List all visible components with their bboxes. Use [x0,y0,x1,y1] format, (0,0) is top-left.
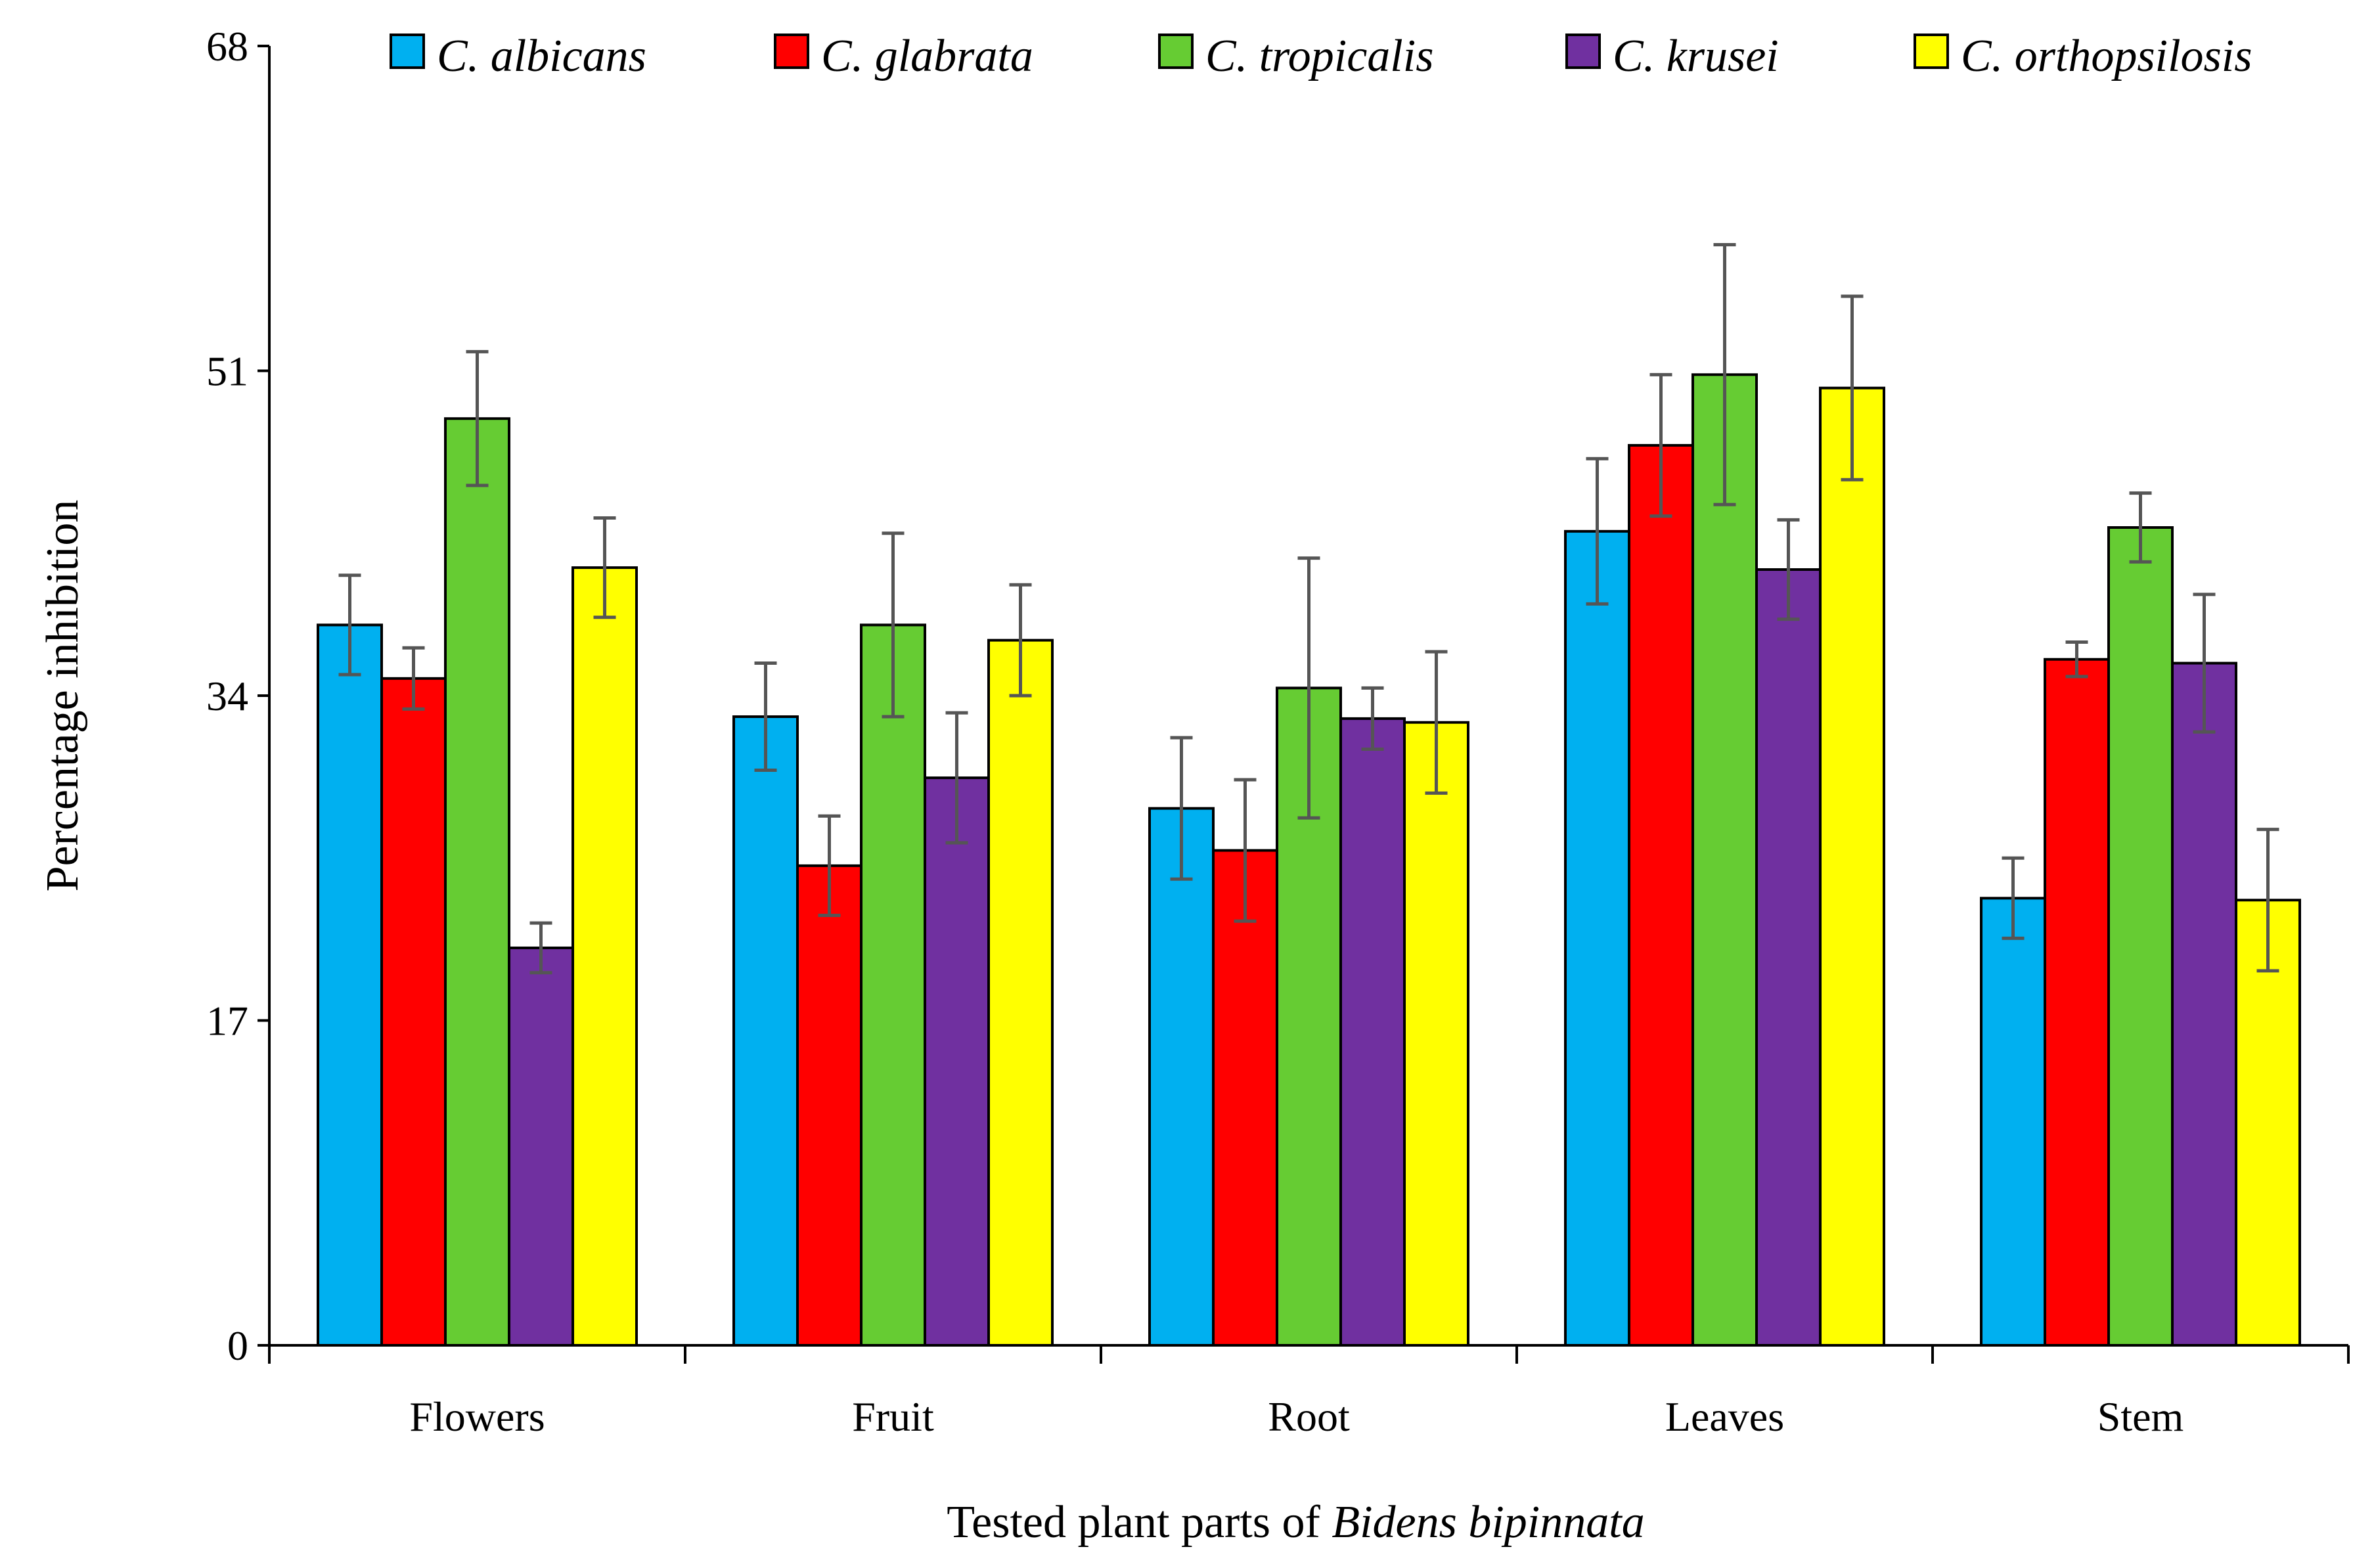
y-tick-label: 0 [227,1322,248,1369]
legend-label: C. orthopsilosis [1961,31,2252,81]
y-axis-title: Percentage inhibition [37,500,88,892]
x-axis-title-text: Tested plant parts of [947,1497,1332,1548]
legend-label: C. krusei [1613,31,1779,81]
legend-label: C. tropicalis [1205,31,1433,81]
bar [1755,568,1822,1347]
legend-swatch [1565,34,1601,69]
legend-swatch [1158,34,1194,69]
y-tick-label: 51 [206,348,248,395]
bar [924,776,990,1347]
bar [1148,807,1215,1347]
x-axis-title-species: Bidens bipinnata [1332,1497,1644,1548]
legend-swatch [1914,34,1949,69]
legend-swatch [390,34,425,69]
y-tick-label: 68 [206,23,248,70]
legend-label: C. glabrata [821,31,1033,81]
bars [317,373,2301,1347]
bar [380,677,447,1347]
y-tick-label: 17 [206,998,248,1044]
error-bars [338,243,2279,975]
bar [444,417,510,1347]
legend: C. albicans C. glabrata C. tropicalis C. kr… [390,31,2252,81]
bar [1212,849,1278,1347]
plot-area: 0 17 34 51 68 Flowers Fruit Root Leaves Stem [206,23,2350,1440]
bar [860,623,926,1347]
x-tick-label: Fruit [852,1393,934,1440]
x-tick-label: Leaves [1665,1393,1784,1440]
x-ticks: Flowers Fruit Root Leaves Stem [268,1345,2350,1440]
y-ticks: 0 17 34 51 68 [206,23,269,1369]
x-tick-label: Flowers [409,1393,545,1440]
bar [2107,526,2174,1347]
x-tick-label: Stem [2097,1393,2184,1440]
bar [987,638,1054,1347]
bar [571,566,638,1347]
bar [732,715,799,1347]
bar [508,946,574,1347]
bar [1403,721,1469,1347]
bar [1819,386,1885,1347]
bar [1980,897,2046,1347]
bar [2044,658,2110,1347]
bar [2171,661,2237,1347]
y-tick-label: 34 [206,673,248,719]
bar [317,623,383,1347]
bar [1628,443,1694,1347]
legend-swatch [774,34,809,69]
x-tick-label: Root [1268,1393,1350,1440]
bar [2235,899,2301,1347]
bar [1691,373,1758,1347]
legend-label: C. albicans [437,31,646,81]
bar [1339,717,1406,1347]
bar [796,864,862,1347]
bar [1564,529,1630,1347]
x-axis-title: Tested plant parts of Bidens bipinnata [947,1497,1644,1548]
